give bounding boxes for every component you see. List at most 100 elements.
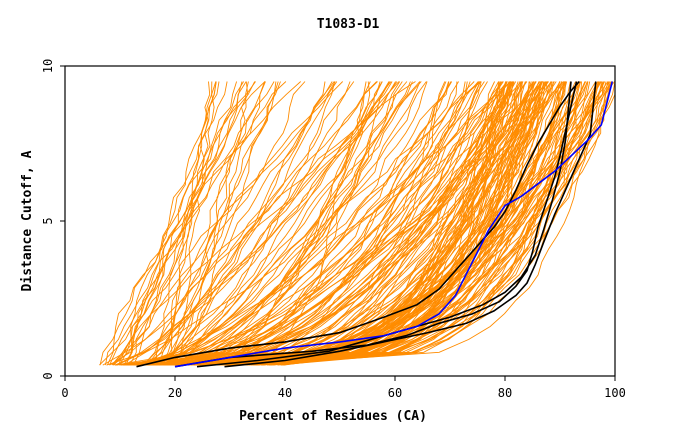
background-series-line bbox=[143, 81, 266, 366]
y-tick-label: 10 bbox=[41, 59, 55, 73]
background-series-line bbox=[155, 81, 421, 366]
background-series-group bbox=[99, 81, 616, 366]
background-series-line bbox=[212, 81, 507, 366]
background-series-line bbox=[221, 81, 479, 366]
background-series-line bbox=[158, 81, 266, 366]
background-series-line bbox=[190, 81, 548, 366]
background-series-line bbox=[234, 81, 579, 366]
background-series-line bbox=[99, 81, 335, 366]
background-series-line bbox=[150, 81, 351, 366]
background-series-line bbox=[119, 81, 536, 366]
background-series-line bbox=[174, 81, 336, 366]
y-axis-label: Distance Cutoff, A bbox=[20, 150, 35, 291]
background-series-line bbox=[196, 81, 605, 366]
background-series-line bbox=[234, 81, 507, 366]
background-series-line bbox=[193, 81, 458, 366]
background-series-line bbox=[135, 81, 532, 366]
highlight-series-line-blue bbox=[174, 81, 614, 368]
highlight-series-line-black bbox=[136, 80, 580, 368]
background-series-line bbox=[167, 81, 400, 366]
background-series-line bbox=[147, 81, 527, 366]
background-series-line bbox=[150, 81, 591, 366]
background-series-line bbox=[231, 81, 371, 366]
background-series-line bbox=[160, 81, 213, 366]
background-series-line bbox=[133, 81, 511, 366]
background-series-line bbox=[143, 81, 306, 366]
background-series-line bbox=[153, 81, 367, 366]
background-series-line bbox=[127, 81, 548, 366]
background-series-line bbox=[132, 81, 413, 366]
background-series-line bbox=[119, 81, 228, 366]
background-series-line bbox=[256, 81, 606, 366]
background-series-line bbox=[256, 81, 616, 366]
y-axis-ticks: 0 5 10 bbox=[41, 59, 65, 380]
x-tick-label: 40 bbox=[278, 386, 292, 400]
background-series-line bbox=[181, 81, 597, 366]
y-tick-label: 0 bbox=[41, 372, 55, 379]
background-series-line bbox=[270, 81, 522, 366]
background-series-line bbox=[114, 81, 391, 366]
x-axis-ticks: 0 20 40 60 80 100 bbox=[61, 376, 626, 400]
background-series-line bbox=[125, 81, 266, 366]
x-tick-label: 0 bbox=[61, 386, 68, 400]
background-series-line bbox=[182, 81, 517, 366]
background-series-line bbox=[167, 81, 553, 366]
highlight-series-line-black bbox=[224, 81, 597, 368]
background-series-line bbox=[263, 81, 552, 366]
background-series-line bbox=[165, 81, 217, 366]
background-series-line bbox=[282, 81, 512, 366]
background-series-line bbox=[155, 81, 543, 366]
background-series-line bbox=[113, 81, 344, 366]
background-series-line bbox=[222, 81, 408, 366]
background-series-line bbox=[133, 81, 238, 366]
background-series-line bbox=[160, 81, 450, 366]
background-series-line bbox=[277, 81, 576, 366]
background-series-line bbox=[112, 81, 243, 366]
background-series-line bbox=[213, 81, 562, 366]
x-tick-label: 80 bbox=[498, 386, 512, 400]
x-tick-label: 100 bbox=[604, 386, 626, 400]
background-series-line bbox=[138, 81, 587, 366]
background-series-line bbox=[143, 81, 333, 366]
background-series-line bbox=[106, 81, 482, 366]
background-series-line bbox=[140, 81, 508, 366]
background-series-line bbox=[198, 81, 534, 366]
background-series-line bbox=[99, 81, 256, 366]
background-series-line bbox=[155, 81, 211, 366]
background-series-line bbox=[217, 81, 534, 366]
background-series-line bbox=[161, 81, 383, 366]
background-series-line bbox=[162, 81, 603, 366]
highlight-series-line-black bbox=[174, 81, 578, 368]
background-series-line bbox=[169, 81, 378, 366]
x-tick-label: 60 bbox=[388, 386, 402, 400]
background-series-line bbox=[219, 81, 468, 366]
background-series-line bbox=[260, 81, 502, 366]
background-series-line bbox=[164, 81, 355, 366]
x-tick-label: 20 bbox=[168, 386, 182, 400]
y-tick-label: 5 bbox=[41, 217, 55, 224]
x-axis-label: Percent of Residues (CA) bbox=[239, 409, 427, 424]
background-series-line bbox=[174, 81, 371, 366]
highlight-series-group bbox=[136, 80, 614, 368]
background-series-line bbox=[123, 81, 450, 366]
background-series-line bbox=[125, 81, 256, 366]
background-series-line bbox=[162, 81, 555, 366]
background-series-line bbox=[144, 81, 524, 366]
background-series-line bbox=[187, 81, 480, 366]
background-series-line bbox=[269, 81, 561, 366]
background-series-line bbox=[170, 81, 277, 366]
background-series-line bbox=[148, 81, 471, 366]
background-series-line bbox=[175, 81, 510, 366]
chart-title: T1083-D1 bbox=[317, 17, 380, 32]
background-series-line bbox=[165, 81, 616, 366]
background-series-line bbox=[221, 81, 488, 366]
background-series-line bbox=[138, 81, 427, 366]
background-series-line bbox=[174, 81, 535, 366]
background-series-line bbox=[118, 81, 416, 366]
background-series-line bbox=[161, 81, 249, 366]
background-series-line bbox=[143, 81, 383, 366]
background-series-line bbox=[139, 81, 422, 366]
background-series-line bbox=[178, 81, 602, 366]
background-series-line bbox=[147, 81, 403, 366]
